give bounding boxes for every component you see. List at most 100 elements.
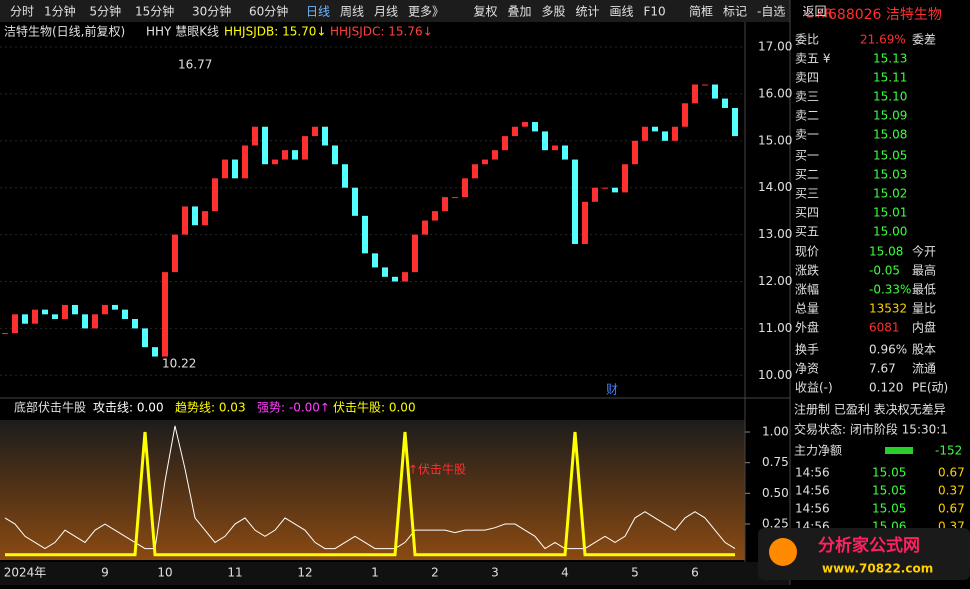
candle [582, 201, 588, 244]
candle [402, 272, 408, 282]
quote-cell: 15.05 [872, 466, 906, 480]
candle [662, 131, 668, 141]
symbol: 688026 洁特生物 [828, 7, 942, 23]
candle [222, 159, 228, 179]
toolbar-item[interactable]: 画线 [610, 5, 634, 19]
toolbar-item[interactable]: F10 [644, 5, 666, 19]
quote-cell: 0.96% [869, 343, 907, 357]
indicator-legend: 趋势线: 0.03 [175, 401, 246, 415]
quote-cell: 0.67 [938, 466, 965, 480]
indicator-legend: 伏击牛股: 0.00 [333, 400, 416, 415]
quote-cell: 流通 [912, 362, 936, 376]
quote-cell: 15.03 [873, 168, 907, 182]
indicator-bg [0, 420, 745, 560]
candle [712, 84, 718, 99]
toolbar-item[interactable]: 更多》 [408, 5, 444, 19]
candle [452, 197, 458, 199]
indicator-name: HHY 慧眼K线 [146, 24, 219, 39]
candle [322, 126, 328, 146]
candle [532, 122, 538, 132]
toolbar-item[interactable]: 1分钟 [44, 4, 76, 19]
toolbar-item[interactable]: 返回 [803, 5, 827, 19]
toolbar-item[interactable]: -自选 [757, 5, 785, 19]
candle [142, 328, 148, 348]
candle [162, 272, 168, 357]
candle [382, 267, 388, 277]
candle [522, 122, 528, 127]
badge: L KR [806, 7, 833, 21]
y-tick-label: 10.00 [758, 368, 792, 382]
toolbar-item[interactable]: 日线 [306, 5, 330, 19]
tags: 注册制 已盈利 表决权无差异 [794, 402, 946, 417]
candle [612, 187, 618, 193]
candle [12, 314, 18, 334]
toolbar-item[interactable]: 多股 [542, 5, 566, 19]
toolbar-item[interactable]: 简框 [689, 5, 713, 19]
candle [432, 211, 438, 221]
indicator-line [5, 431, 735, 557]
quote-cell: 委差 [912, 33, 936, 47]
toolbar-item[interactable]: 分时 [10, 5, 34, 19]
toolbar-item[interactable]: 5分钟 [90, 4, 122, 19]
candle [272, 159, 278, 165]
toolbar-item[interactable]: 复权 [474, 5, 498, 19]
toolbar-item[interactable]: 15分钟 [135, 4, 174, 19]
y-tick-label: 0.75 [762, 455, 789, 469]
candle [92, 314, 98, 329]
toolbar-item[interactable]: 60分钟 [249, 4, 288, 19]
y-tick-label: 17.00 [758, 40, 792, 54]
x-tick-label: 6 [691, 566, 699, 580]
quote-cell: 委比 [795, 33, 819, 47]
quote-cell: 换手 [795, 343, 819, 357]
candle [622, 164, 628, 193]
candle [72, 304, 78, 315]
toolbar-item[interactable]: 叠加 [508, 5, 532, 19]
toolbar-item[interactable]: 标记 [723, 5, 747, 19]
quote-cell: 外盘 [795, 320, 819, 335]
candle [492, 150, 498, 160]
candle [592, 187, 598, 202]
quote-cell: 15.05 [872, 502, 906, 516]
candle [422, 220, 428, 235]
quote-cell: 净资 [795, 362, 819, 376]
quote-cell: 21.69% [860, 33, 906, 47]
toolbar-item[interactable]: 30分钟 [192, 4, 231, 19]
quote-cell: 最低 [912, 283, 936, 297]
quote-cell: 总量 [795, 302, 819, 316]
toolbar-item[interactable]: 统计 [576, 5, 600, 19]
y-tick-label: 0.25 [762, 517, 789, 531]
candle [462, 178, 468, 198]
candle [572, 159, 578, 244]
quote-cell: 买一 [795, 149, 819, 163]
candle [2, 333, 8, 335]
candle [352, 187, 358, 216]
x-tick-label: 3 [491, 566, 499, 580]
quote-cell: 15.08 [869, 245, 903, 259]
quote-cell: 15.05 [872, 484, 906, 498]
y-tick-label: 13.00 [758, 227, 792, 241]
quote-cell: 买五 [795, 225, 819, 239]
toolbar-item[interactable]: 月线 [374, 5, 398, 19]
candle [82, 314, 88, 329]
indicator-legend: 攻击线: 0.00 [93, 401, 164, 415]
y-tick-label: 14.00 [758, 180, 792, 194]
quote-cell: 15.10 [873, 90, 907, 104]
candle [732, 107, 738, 137]
quote-cell: 主力净额 [794, 444, 842, 458]
candle [702, 84, 708, 86]
toolbar-item[interactable]: 周线 [340, 5, 364, 19]
quote-cell: -0.33% [869, 283, 911, 297]
y-tick-label: 11.00 [758, 321, 792, 335]
candle [202, 211, 208, 226]
candle [102, 304, 108, 315]
candle [722, 98, 728, 108]
watermark-url: www.70822.com [822, 562, 933, 576]
watermark-title: 分析家公式网 [818, 535, 920, 556]
quote-cell: 0.37 [938, 484, 965, 498]
quote-cell: 14:56 [795, 484, 830, 498]
candle [182, 206, 188, 235]
quote-cell: 14:56 [795, 502, 830, 516]
x-tick-label: 11 [227, 566, 242, 580]
candle [552, 145, 558, 151]
